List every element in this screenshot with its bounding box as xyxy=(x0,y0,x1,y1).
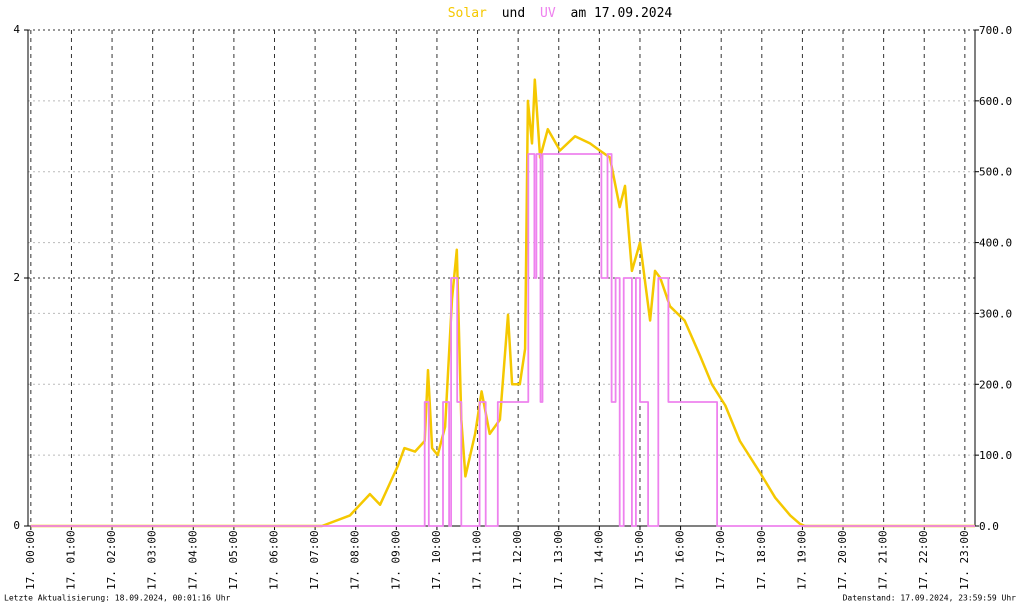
x-tick-label: 17. 07:00 xyxy=(308,530,321,590)
title-date: am 17.09.2024 xyxy=(571,6,673,21)
title-solar: Solar xyxy=(448,6,487,21)
footer-left: Letzte Aktualisierung: 18.09.2024, 00:01… xyxy=(4,594,231,603)
x-tick-label: 17. 22:00 xyxy=(917,530,930,590)
y2-tick-label: 200.0 xyxy=(979,378,1012,391)
x-tick-label: 17. 01:00 xyxy=(64,530,77,590)
y2-tick-label: 0.0 xyxy=(979,520,999,533)
x-tick-label: 17. 12:00 xyxy=(511,530,524,590)
title-uv: UV xyxy=(540,6,556,21)
y2-tick-label: 100.0 xyxy=(979,449,1012,462)
x-tick-label: 17. 18:00 xyxy=(755,530,768,590)
x-tick-label: 17. 00:00 xyxy=(24,530,37,590)
series-line xyxy=(30,153,975,527)
y-tick-label: 2 xyxy=(13,271,20,284)
x-tick-label: 17. 03:00 xyxy=(146,530,159,590)
y2-tick-label: 400.0 xyxy=(979,237,1012,250)
title-connector: und xyxy=(502,6,525,21)
y2-tick-label: 700.0 xyxy=(979,24,1012,37)
chart-title: Solar und UV am 17.09.2024 xyxy=(448,6,673,21)
x-tick-label: 17. 16:00 xyxy=(674,530,687,590)
x-tick-label: 17. 23:00 xyxy=(958,530,971,590)
y-tick-label: 0 xyxy=(13,519,20,532)
x-tick-label: 17. 19:00 xyxy=(795,530,808,590)
footer-right: Datenstand: 17.09.2024, 23:59:59 Uhr xyxy=(843,594,1017,603)
x-tick-label: 17. 15:00 xyxy=(633,530,646,590)
x-tick-label: 17. 14:00 xyxy=(592,530,605,590)
x-tick-label: 17. 11:00 xyxy=(471,530,484,590)
x-tick-label: 17. 10:00 xyxy=(430,530,443,590)
x-tick-label: 17. 08:00 xyxy=(349,530,362,590)
y2-tick-label: 300.0 xyxy=(979,307,1012,320)
y2-tick-label: 500.0 xyxy=(979,166,1012,179)
x-tick-label: 17. 20:00 xyxy=(836,530,849,590)
x-tick-label: 17. 04:00 xyxy=(186,530,199,590)
x-tick-label: 17. 21:00 xyxy=(877,530,890,590)
x-tick-label: 17. 13:00 xyxy=(552,530,565,590)
x-tick-label: 17. 05:00 xyxy=(227,530,240,590)
x-tick-label: 17. 02:00 xyxy=(105,530,118,590)
x-tick-label: 17. 09:00 xyxy=(389,530,402,590)
y-tick-label: 4 xyxy=(13,23,20,36)
x-tick-label: 17. 17:00 xyxy=(714,530,727,590)
x-tick-label: 17. 06:00 xyxy=(267,530,280,590)
y2-tick-label: 600.0 xyxy=(979,95,1012,108)
